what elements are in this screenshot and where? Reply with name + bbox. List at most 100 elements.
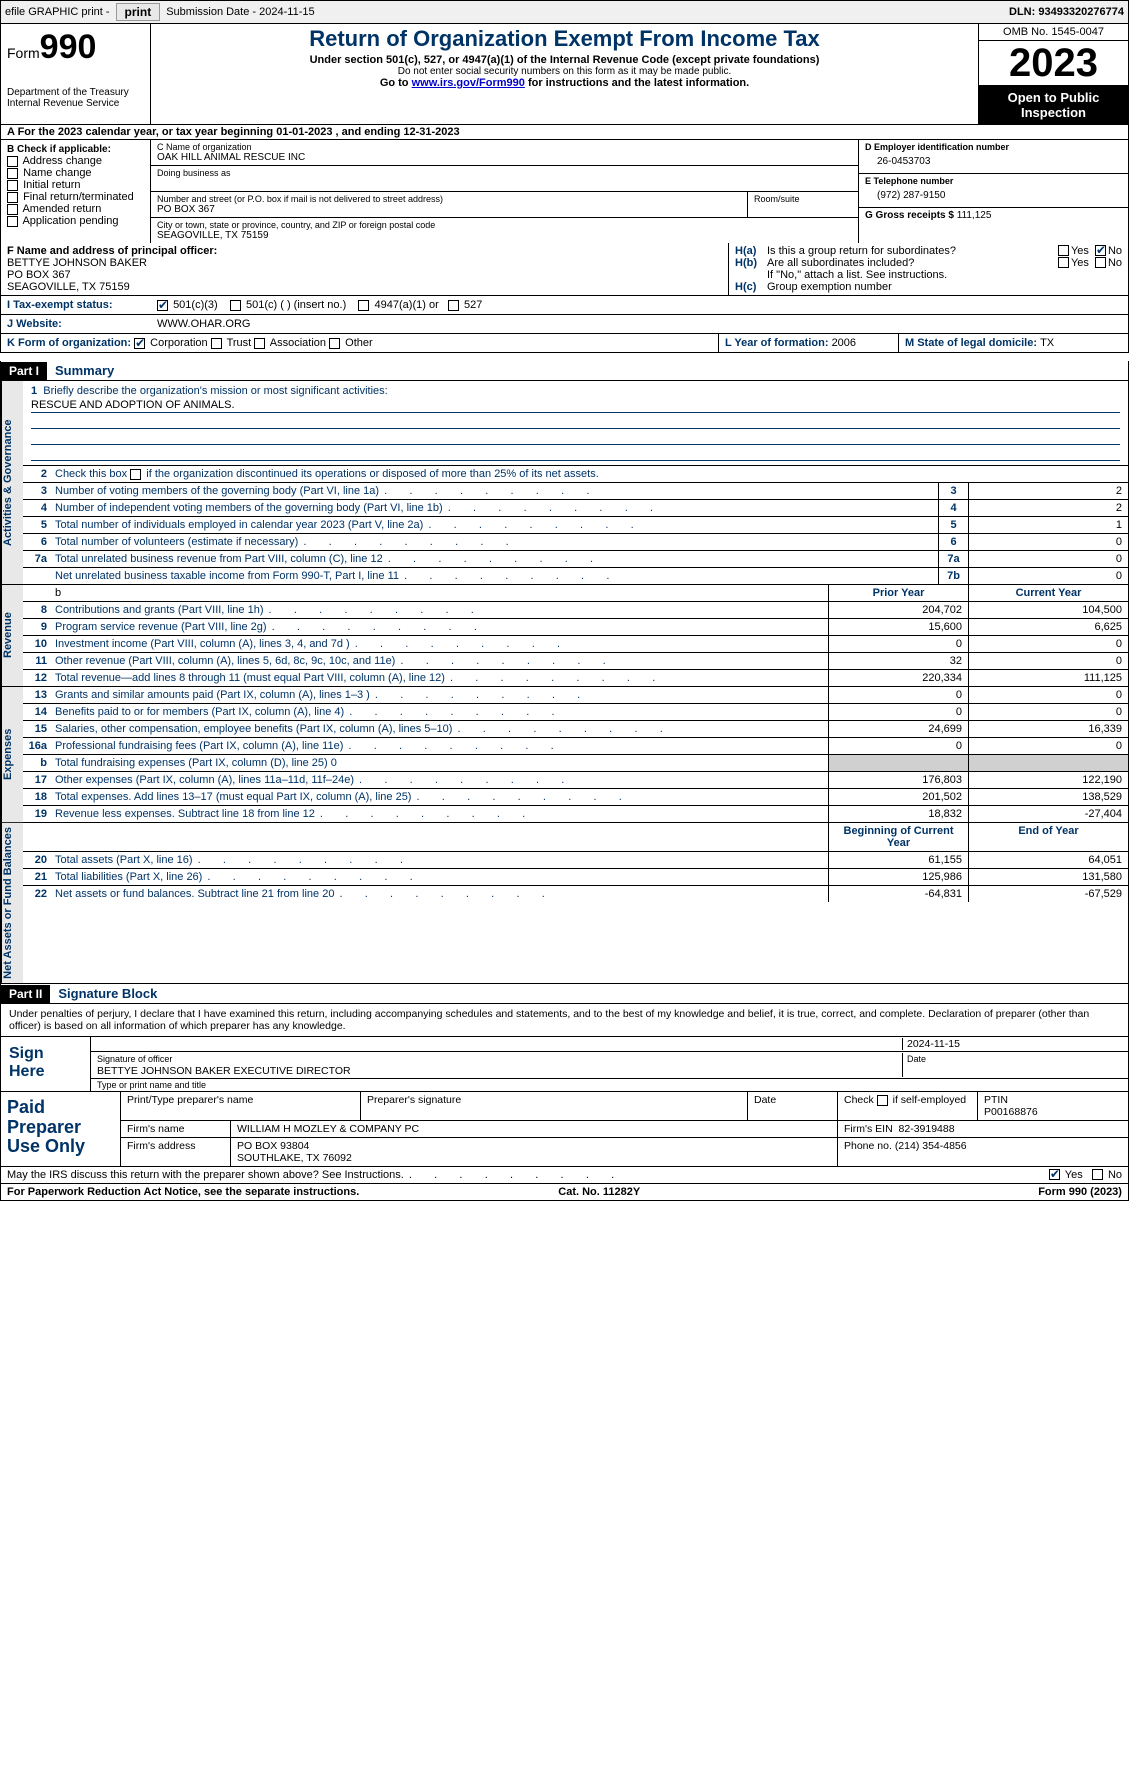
chk-assoc[interactable] bbox=[254, 338, 265, 349]
chk-application-pending[interactable]: Application pending bbox=[7, 215, 144, 227]
part2-header: Part IISignature Block bbox=[0, 984, 1129, 1004]
ha-yes[interactable] bbox=[1058, 245, 1069, 256]
page-footer: For Paperwork Reduction Act Notice, see … bbox=[1, 1183, 1128, 1200]
hb-yes[interactable] bbox=[1058, 257, 1069, 268]
dba-cell: Doing business as bbox=[151, 166, 858, 192]
form-title: Return of Organization Exempt From Incom… bbox=[155, 26, 974, 52]
chk-527[interactable] bbox=[448, 300, 459, 311]
summary-line: 4Number of independent voting members of… bbox=[23, 500, 1128, 517]
chk-501c3[interactable] bbox=[157, 300, 168, 311]
header-left: Form990 Department of the Treasury Inter… bbox=[1, 24, 151, 124]
chk-corp[interactable] bbox=[134, 338, 145, 349]
chk-501c[interactable] bbox=[230, 300, 241, 311]
tel-cell: E Telephone number (972) 287-9150 bbox=[859, 174, 1128, 208]
topbar: efile GRAPHIC print - print Submission D… bbox=[0, 0, 1129, 24]
street-cell: Number and street (or P.O. box if mail i… bbox=[151, 192, 748, 218]
chk-other[interactable] bbox=[329, 338, 340, 349]
chk-self-employed[interactable] bbox=[877, 1095, 888, 1106]
chk-4947[interactable] bbox=[358, 300, 369, 311]
omb-number: OMB No. 1545-0047 bbox=[979, 24, 1128, 41]
officer-group-row: F Name and address of principal officer:… bbox=[0, 243, 1129, 296]
summary-line: 3Number of voting members of the governi… bbox=[23, 483, 1128, 500]
perjury-declaration: Under penalties of perjury, I declare th… bbox=[1, 1004, 1128, 1037]
summary-line: 5Total number of individuals employed in… bbox=[23, 517, 1128, 534]
form-header: Form990 Department of the Treasury Inter… bbox=[0, 24, 1129, 125]
summary-line: 9Program service revenue (Part VIII, lin… bbox=[23, 619, 1128, 636]
ha-no[interactable] bbox=[1095, 245, 1106, 256]
summary-line: 12Total revenue—add lines 8 through 11 (… bbox=[23, 670, 1128, 686]
discuss-row: May the IRS discuss this return with the… bbox=[1, 1166, 1128, 1183]
summary-line: 15Salaries, other compensation, employee… bbox=[23, 721, 1128, 738]
print-button[interactable]: print bbox=[116, 3, 161, 21]
box-c: C Name of organization OAK HILL ANIMAL R… bbox=[151, 140, 858, 243]
form-number: Form990 bbox=[7, 28, 144, 67]
ein-cell: D Employer identification number 26-0453… bbox=[859, 140, 1128, 174]
chk-trust[interactable] bbox=[211, 338, 222, 349]
signature-block: Under penalties of perjury, I declare th… bbox=[0, 1004, 1129, 1201]
summary-line: 20Total assets (Part X, line 16)61,15564… bbox=[23, 852, 1128, 869]
header-mid: Return of Organization Exempt From Incom… bbox=[151, 24, 978, 124]
side-revenue: Revenue bbox=[1, 585, 23, 686]
room-cell: Room/suite bbox=[748, 192, 858, 218]
paid-preparer: Paid Preparer Use Only Print/Type prepar… bbox=[1, 1091, 1128, 1166]
chk-discontinued[interactable] bbox=[130, 469, 141, 480]
box-h: H(a)Is this a group return for subordina… bbox=[728, 243, 1128, 295]
side-governance: Activities & Governance bbox=[1, 381, 23, 584]
open-inspection: Open to Public Inspection bbox=[979, 86, 1128, 124]
side-expenses: Expenses bbox=[1, 687, 23, 822]
mission-block: 1 Briefly describe the organization's mi… bbox=[23, 381, 1128, 465]
irs-link[interactable]: www.irs.gov/Form990 bbox=[412, 77, 525, 89]
summary-line: 7aTotal unrelated business revenue from … bbox=[23, 551, 1128, 568]
dln: DLN: 93493320276774 bbox=[1009, 6, 1124, 18]
summary-line: 17Other expenses (Part IX, column (A), l… bbox=[23, 772, 1128, 789]
summary-line: 11Other revenue (Part VIII, column (A), … bbox=[23, 653, 1128, 670]
gross-cell: G Gross receipts $ 111,125 bbox=[859, 208, 1128, 223]
summary-line: 22Net assets or fund balances. Subtract … bbox=[23, 886, 1128, 902]
org-name-cell: C Name of organization OAK HILL ANIMAL R… bbox=[151, 140, 858, 166]
summary-line: 14Benefits paid to or for members (Part … bbox=[23, 704, 1128, 721]
sign-here-label: Sign Here bbox=[1, 1037, 91, 1091]
summary-line: 18Total expenses. Add lines 13–17 (must … bbox=[23, 789, 1128, 806]
chk-final-return[interactable]: Final return/terminated bbox=[7, 191, 144, 203]
hb-no[interactable] bbox=[1095, 257, 1106, 268]
discuss-yes[interactable] bbox=[1049, 1169, 1060, 1180]
tax-period: A For the 2023 calendar year, or tax yea… bbox=[0, 125, 1129, 140]
ssn-note: Do not enter social security numbers on … bbox=[155, 66, 974, 77]
website-value: WWW.OHAR.ORG bbox=[151, 315, 1128, 333]
summary-line: 16aProfessional fundraising fees (Part I… bbox=[23, 738, 1128, 755]
summary-line: 10Investment income (Part VIII, column (… bbox=[23, 636, 1128, 653]
website-row: J Website: WWW.OHAR.ORG bbox=[0, 315, 1129, 334]
summary-line: Net unrelated business taxable income fr… bbox=[23, 568, 1128, 584]
header-right: OMB No. 1545-0047 2023 Open to Public In… bbox=[978, 24, 1128, 124]
summary-line: 6Total number of volunteers (estimate if… bbox=[23, 534, 1128, 551]
dept-treasury: Department of the Treasury Internal Reve… bbox=[7, 87, 144, 109]
summary-line: 21Total liabilities (Part X, line 26)125… bbox=[23, 869, 1128, 886]
submission-label: Submission Date - 2024-11-15 bbox=[166, 6, 314, 18]
chk-amended-return[interactable]: Amended return bbox=[7, 203, 144, 215]
box-f: F Name and address of principal officer:… bbox=[1, 243, 728, 295]
side-netassets: Net Assets or Fund Balances bbox=[1, 823, 23, 983]
summary-line: 13Grants and similar amounts paid (Part … bbox=[23, 687, 1128, 704]
efile-label: efile GRAPHIC print - bbox=[5, 6, 110, 18]
tax-year: 2023 bbox=[979, 41, 1128, 86]
summary-netassets: Net Assets or Fund Balances Beginning of… bbox=[0, 823, 1129, 984]
discuss-no[interactable] bbox=[1092, 1169, 1103, 1180]
form-subtitle: Under section 501(c), 527, or 4947(a)(1)… bbox=[155, 54, 974, 66]
box-d: D Employer identification number 26-0453… bbox=[858, 140, 1128, 243]
summary-line: 8Contributions and grants (Part VIII, li… bbox=[23, 602, 1128, 619]
instructions-link-row: Go to www.irs.gov/Form990 for instructio… bbox=[155, 77, 974, 89]
chk-address-change[interactable]: Address change bbox=[7, 155, 144, 167]
entity-section: B Check if applicable: Address change Na… bbox=[0, 140, 1129, 243]
summary-line: 19Revenue less expenses. Subtract line 1… bbox=[23, 806, 1128, 822]
city-cell: City or town, state or province, country… bbox=[151, 218, 858, 243]
summary-revenue: Revenue b Prior Year Current Year 8Contr… bbox=[0, 585, 1129, 687]
box-b: B Check if applicable: Address change Na… bbox=[1, 140, 151, 243]
form-org-row: K Form of organization: Corporation Trus… bbox=[0, 334, 1129, 353]
chk-name-change[interactable]: Name change bbox=[7, 167, 144, 179]
summary-line: bTotal fundraising expenses (Part IX, co… bbox=[23, 755, 1128, 772]
part1-header: Part ISummary bbox=[0, 361, 1129, 381]
tax-status-row: I Tax-exempt status: 501(c)(3) 501(c) ( … bbox=[0, 296, 1129, 315]
chk-initial-return[interactable]: Initial return bbox=[7, 179, 144, 191]
summary-expenses: Expenses 13Grants and similar amounts pa… bbox=[0, 687, 1129, 823]
summary-governance: Activities & Governance 1 Briefly descri… bbox=[0, 381, 1129, 585]
